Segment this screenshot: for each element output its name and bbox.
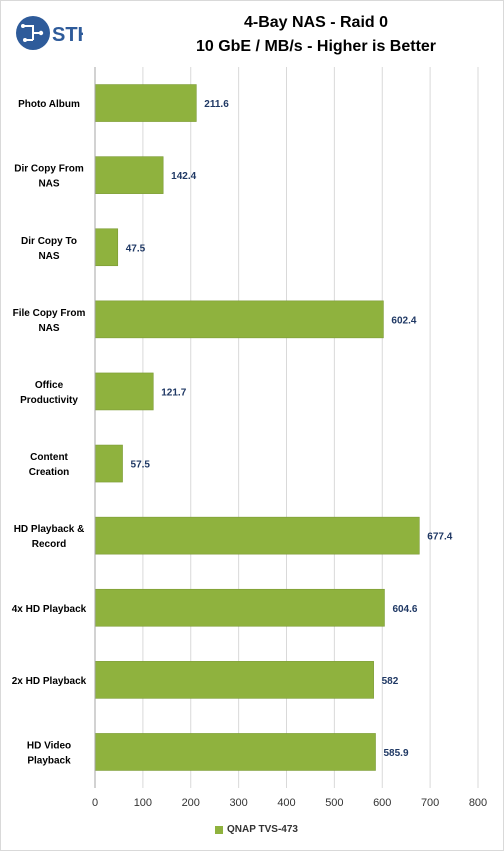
category-label: Dir Copy From [14, 164, 84, 175]
bar [94, 661, 374, 699]
category-label: NAS [38, 251, 59, 262]
data-label: 211.6 [204, 99, 229, 110]
data-label: 602.4 [391, 315, 416, 326]
bar [94, 444, 123, 483]
data-label: 142.4 [171, 171, 196, 182]
x-tick-label: 0 [92, 797, 98, 809]
category-label: 2x HD Playback [12, 676, 87, 687]
x-tick-label: 200 [182, 797, 200, 809]
data-label: 47.5 [126, 243, 146, 254]
legend-swatch [215, 825, 223, 834]
bar [94, 372, 154, 411]
bar [94, 156, 164, 194]
chart-title-line2: 10 GbE / MB/s - Higher is Better [195, 38, 437, 55]
data-label: 57.5 [131, 460, 151, 471]
category-label: Content [30, 452, 68, 463]
category-label: Photo Album [18, 99, 80, 110]
x-tick-label: 400 [277, 797, 295, 809]
bar [94, 84, 197, 122]
data-label: 604.6 [392, 604, 417, 615]
chart-title-line1: 4-Bay NAS - Raid 0 [243, 14, 389, 31]
data-label: 585.9 [383, 748, 408, 759]
sth-logo: STH [16, 16, 83, 50]
data-label: 582 [382, 676, 399, 687]
bar [94, 300, 384, 339]
bar [94, 516, 420, 555]
category-label: HD Playback & [14, 524, 85, 535]
category-label: Record [32, 539, 66, 550]
x-tick-label: 500 [325, 797, 343, 809]
category-label: NAS [38, 323, 59, 334]
category-label: Playback [27, 755, 71, 766]
legend: QNAP TVS-473 [215, 824, 298, 835]
category-label: Productivity [20, 395, 78, 406]
x-tick-label: 800 [469, 797, 487, 809]
category-label: 4x HD Playback [12, 604, 87, 615]
x-tick-label: 700 [421, 797, 439, 809]
category-label: NAS [38, 179, 59, 190]
category-label: Creation [29, 467, 70, 478]
data-label: 121.7 [161, 387, 186, 398]
bar [94, 733, 376, 771]
category-label: Dir Copy To [21, 236, 77, 247]
x-tick-label: 100 [134, 797, 152, 809]
legend-label: QNAP TVS-473 [227, 824, 298, 835]
bar [94, 228, 119, 267]
data-label: 677.4 [427, 532, 452, 543]
logo-text: STH [52, 24, 83, 46]
category-label: HD Video [27, 740, 71, 751]
category-label: File Copy From [13, 308, 86, 319]
x-tick-label: 600 [373, 797, 391, 809]
category-label: Office [35, 380, 64, 391]
x-tick-label: 300 [229, 797, 247, 809]
bar [94, 588, 385, 627]
